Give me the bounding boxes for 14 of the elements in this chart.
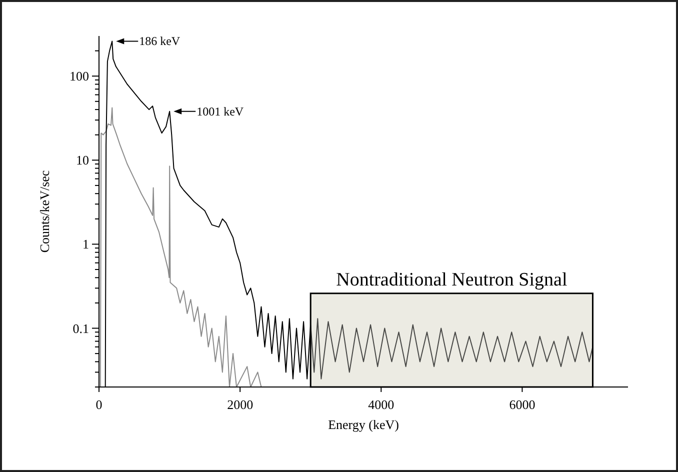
x-tick-label: 2000 — [227, 397, 254, 412]
annotation: Nontraditional Neutron Signal — [336, 269, 568, 290]
x-tick-label: 4000 — [368, 397, 394, 412]
x-tick-label: 6000 — [509, 397, 536, 412]
annotation: 186 keV — [139, 34, 180, 48]
y-tick-label: 1 — [82, 236, 89, 252]
y-tick-label: 10 — [76, 152, 89, 168]
annotation: 1001 keV — [196, 104, 244, 118]
x-tick-label: 0 — [96, 397, 102, 412]
x-axis-title: Energy (keV) — [328, 417, 399, 432]
line-series — [100, 107, 262, 388]
y-tick-label: 100 — [70, 68, 89, 84]
y-axis-title: Counts/keV/sec — [37, 170, 52, 253]
y-tick-label: 0.1 — [72, 320, 89, 336]
